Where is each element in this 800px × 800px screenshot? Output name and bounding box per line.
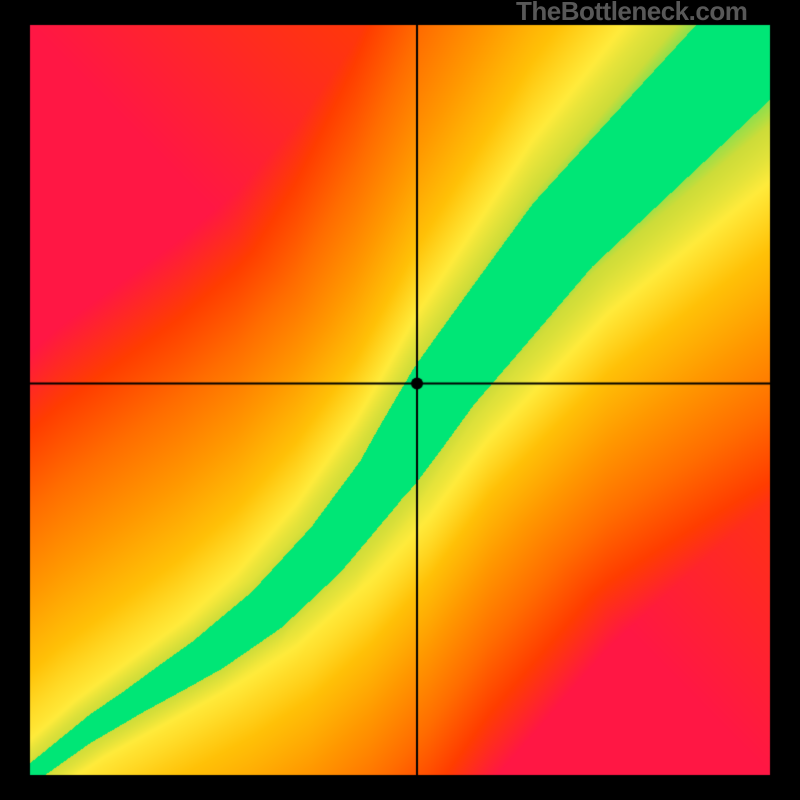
heatmap-canvas (0, 0, 800, 800)
watermark-text: TheBottleneck.com (516, 0, 747, 27)
chart-container: TheBottleneck.com (0, 0, 800, 800)
